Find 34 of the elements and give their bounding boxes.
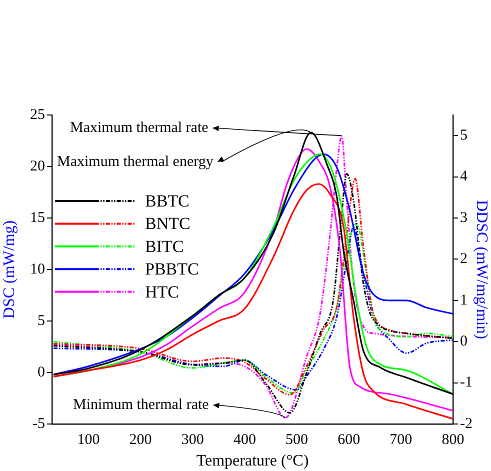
legend-label: PBBTC — [145, 260, 199, 279]
x-tick-label: 100 — [77, 432, 100, 448]
y2-tick-label: 3 — [460, 210, 468, 226]
y-tick-label: 20 — [30, 158, 45, 174]
y2-axis-title: DDSC (mW/mg/min) — [473, 200, 490, 340]
annotation: Maximum thermal energy — [57, 154, 214, 170]
legend-label: HTC — [145, 282, 179, 302]
x-tick-label: 400 — [233, 432, 256, 448]
x-axis-title: Temperature (°C) — [196, 452, 309, 470]
y2-tick-label: 2 — [460, 251, 468, 268]
y-tick-label: 0 — [38, 364, 45, 380]
x-tick-label: 300 — [181, 432, 204, 448]
x-tick-label: 200 — [129, 432, 152, 448]
y-tick-label: 25 — [30, 106, 45, 123]
x-tick-label: 700 — [390, 432, 412, 448]
legend-label: BNTC — [145, 214, 190, 234]
y2-tick-label: -1 — [460, 374, 472, 391]
y2-tick-label: 1 — [460, 292, 468, 308]
y-tick-label: 15 — [30, 210, 45, 226]
y2-tick-label: 0 — [460, 334, 468, 350]
legend-label: BITC — [145, 236, 184, 256]
legend-label: BBTC — [145, 191, 190, 210]
annotation: Maximum thermal rate — [70, 120, 209, 136]
y-tick-label: 5 — [38, 312, 45, 329]
x-tick-label: 500 — [286, 432, 308, 448]
annotation: Minimum thermal rate — [73, 396, 210, 413]
y-tick-label: -5 — [32, 416, 45, 432]
y-tick-label: 10 — [30, 261, 45, 278]
x-tick-label: 600 — [338, 432, 360, 448]
y2-tick-label: -2 — [460, 416, 472, 432]
x-tick-label: 800 — [442, 432, 464, 448]
y2-tick-label: 4 — [460, 168, 468, 185]
y-axis-title: DSC (mW/mg) — [0, 220, 18, 319]
y2-tick-label: 5 — [460, 128, 468, 144]
